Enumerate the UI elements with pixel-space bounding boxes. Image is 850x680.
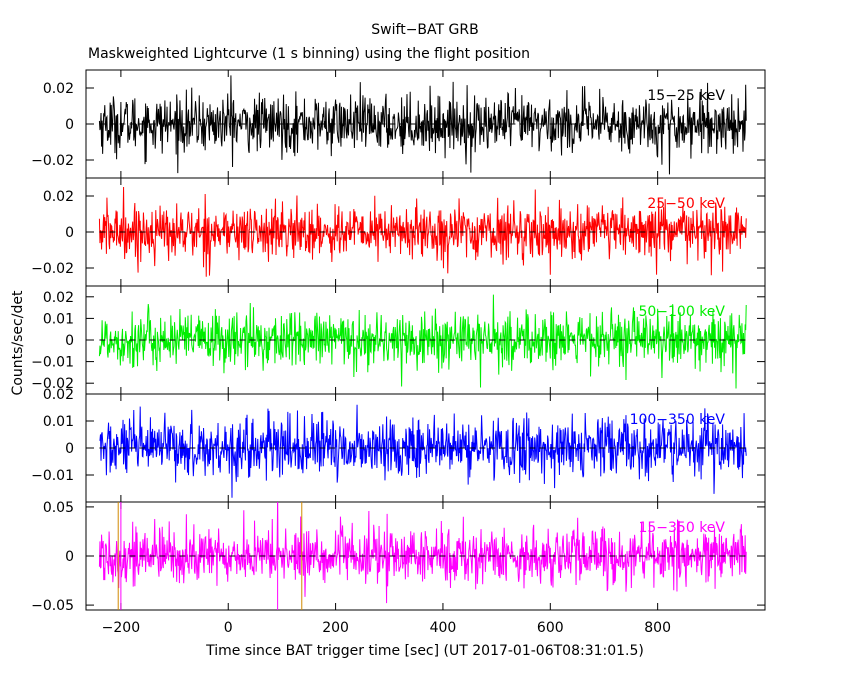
y-tick-label: 0.01	[43, 414, 74, 430]
y-tick-label: 0	[65, 117, 74, 133]
lightcurve-series	[98, 503, 747, 604]
y-tick-label: 0.05	[43, 500, 74, 516]
x-tick-label: −200	[102, 620, 140, 636]
lightcurve-series	[99, 404, 747, 498]
y-tick-label: −0.02	[31, 153, 74, 169]
y-tick-label: 0	[65, 549, 74, 565]
y-tick-label: 0.02	[43, 189, 74, 205]
y-tick-label: 0	[65, 225, 74, 241]
y-axis-label: Counts/sec/det	[10, 290, 26, 395]
lightcurve-series	[98, 75, 747, 175]
x-tick-label: 800	[644, 620, 671, 636]
y-tick-label: 0	[65, 441, 74, 457]
lightcurve-series	[98, 294, 747, 389]
band-label: 15−25 keV	[647, 88, 725, 104]
lightcurve-series	[98, 186, 747, 277]
y-tick-label: −0.05	[31, 598, 74, 614]
x-tick-label: 600	[537, 620, 564, 636]
band-label: 25−50 keV	[647, 196, 725, 212]
y-tick-label: −0.02	[31, 376, 74, 392]
y-tick-label: 0.02	[43, 387, 74, 403]
x-tick-label: 200	[322, 620, 349, 636]
x-axis-label: Time since BAT trigger time [sec] (UT 20…	[205, 643, 644, 659]
y-tick-label: −0.01	[31, 355, 74, 371]
y-tick-label: 0	[65, 333, 74, 349]
chart-subtitle: Maskweighted Lightcurve (1 s binning) us…	[88, 46, 531, 62]
y-tick-label: −0.01	[31, 468, 74, 484]
y-tick-label: 0.01	[43, 311, 74, 327]
y-tick-label: 0.02	[43, 81, 74, 97]
band-label: 100−350 keV	[630, 412, 726, 428]
x-tick-label: 400	[430, 620, 457, 636]
band-label: 50−100 keV	[638, 304, 725, 320]
chart-title: Swift−BAT GRB	[371, 22, 479, 38]
x-tick-label: 0	[224, 620, 233, 636]
y-tick-label: −0.02	[31, 261, 74, 277]
band-label: 15−350 keV	[638, 520, 725, 536]
y-tick-label: 0.02	[43, 290, 74, 306]
